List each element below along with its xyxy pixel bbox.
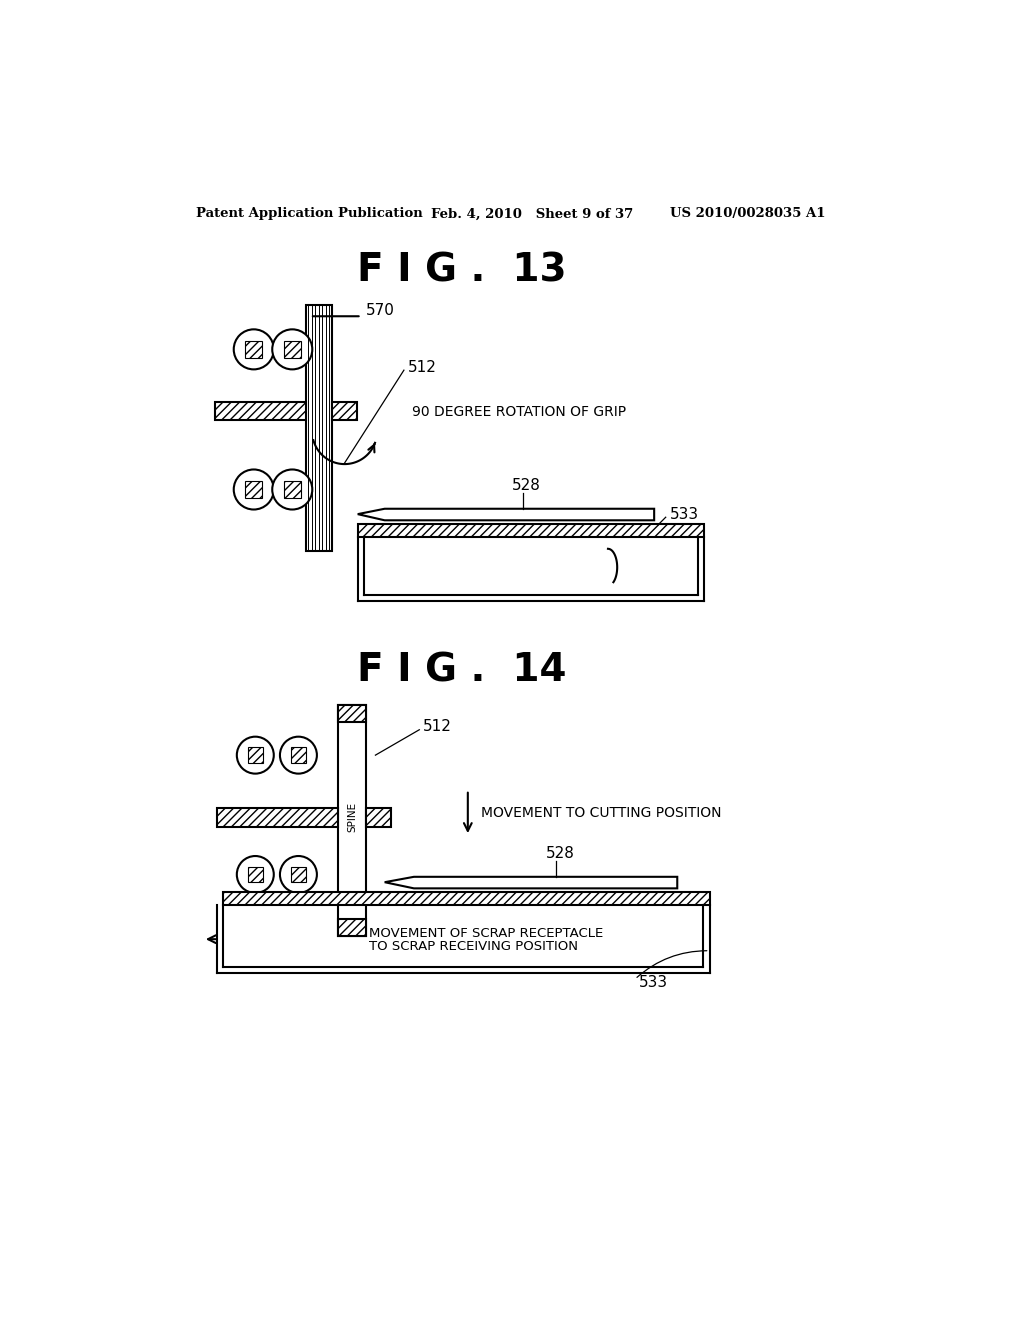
Bar (291, 867, 306, 882)
Bar (248, 867, 263, 882)
Polygon shape (385, 876, 677, 888)
Circle shape (233, 330, 273, 370)
Text: Feb. 4, 2010   Sheet 9 of 37: Feb. 4, 2010 Sheet 9 of 37 (431, 207, 633, 220)
Text: 90 DEGREE ROTATION OF GRIP: 90 DEGREE ROTATION OF GRIP (412, 405, 626, 420)
Circle shape (237, 857, 273, 894)
Bar (291, 747, 306, 763)
Bar (339, 705, 367, 936)
Bar (339, 919, 367, 936)
Circle shape (280, 857, 316, 894)
Text: 528: 528 (547, 846, 575, 861)
Text: F I G .  13: F I G . 13 (356, 251, 566, 289)
Circle shape (280, 737, 316, 774)
Circle shape (233, 470, 273, 510)
Bar (246, 480, 262, 498)
Text: 570: 570 (366, 304, 394, 318)
Circle shape (272, 330, 312, 370)
Bar (333, 403, 357, 420)
Text: 533: 533 (639, 974, 668, 990)
Polygon shape (357, 508, 654, 520)
Text: 512: 512 (423, 719, 452, 734)
Circle shape (237, 737, 273, 774)
Text: 533: 533 (670, 507, 698, 523)
Bar (215, 403, 306, 420)
Circle shape (272, 470, 312, 510)
Bar (223, 892, 710, 906)
Text: SPINE: SPINE (347, 801, 357, 832)
Bar (367, 808, 391, 826)
Bar (248, 747, 263, 763)
Text: 528: 528 (512, 478, 541, 494)
Text: US 2010/0028035 A1: US 2010/0028035 A1 (670, 207, 825, 220)
Text: MOVEMENT OF SCRAP RECEPTACLE: MOVEMENT OF SCRAP RECEPTACLE (370, 927, 603, 940)
Bar (284, 480, 301, 498)
Text: TO SCRAP RECEIVING POSITION: TO SCRAP RECEIVING POSITION (370, 940, 579, 953)
Bar (284, 341, 301, 358)
Bar (339, 705, 367, 722)
Text: MOVEMENT TO CUTTING POSITION: MOVEMENT TO CUTTING POSITION (481, 807, 722, 820)
Bar (306, 305, 333, 552)
Bar (357, 524, 705, 537)
Bar (246, 341, 262, 358)
Bar (217, 808, 339, 826)
Text: Patent Application Publication: Patent Application Publication (196, 207, 423, 220)
Text: 512: 512 (408, 360, 436, 375)
Text: F I G .  14: F I G . 14 (357, 652, 566, 689)
